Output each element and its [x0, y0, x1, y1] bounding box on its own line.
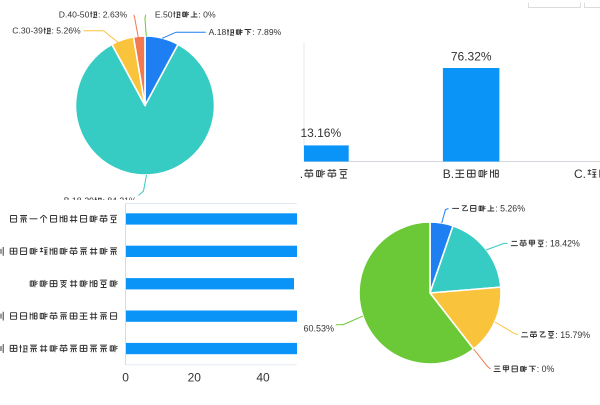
svg-text:40: 40: [256, 371, 270, 385]
svg-text:: 5.26%: : 5.26%: [495, 204, 525, 214]
svg-text:: 0%: : 0%: [198, 10, 216, 20]
svg-text:0: 0: [122, 371, 129, 385]
svg-text:C.: C.: [574, 167, 586, 181]
svg-text:A.: A.: [292, 167, 303, 181]
svg-text:: 0%: : 0%: [537, 364, 555, 374]
svg-text:E.50: E.50: [155, 10, 173, 20]
svg-text:: 84.21%: : 84.21%: [103, 196, 137, 206]
svg-text:B.18-29: B.18-29: [64, 196, 94, 206]
svg-text:: 5.26%: : 5.26%: [52, 26, 82, 36]
svg-text:: 2.63%: : 2.63%: [98, 10, 128, 20]
svg-text:60.53%: 60.53%: [303, 324, 334, 334]
svg-text:B.: B.: [443, 167, 454, 181]
svg-text:D.40-50: D.40-50: [59, 10, 90, 20]
svg-text:C.30-39: C.30-39: [12, 26, 43, 36]
svg-text:20: 20: [188, 371, 202, 385]
svg-text:A.18: A.18: [209, 27, 227, 37]
svg-text:: 7.89%: : 7.89%: [252, 27, 282, 37]
svg-text:: 18.42%: : 18.42%: [545, 239, 580, 249]
svg-text:: 15.79%: : 15.79%: [555, 330, 590, 340]
svg-text:13.16%: 13.16%: [300, 126, 341, 140]
svg-text:76.32%: 76.32%: [451, 49, 492, 63]
